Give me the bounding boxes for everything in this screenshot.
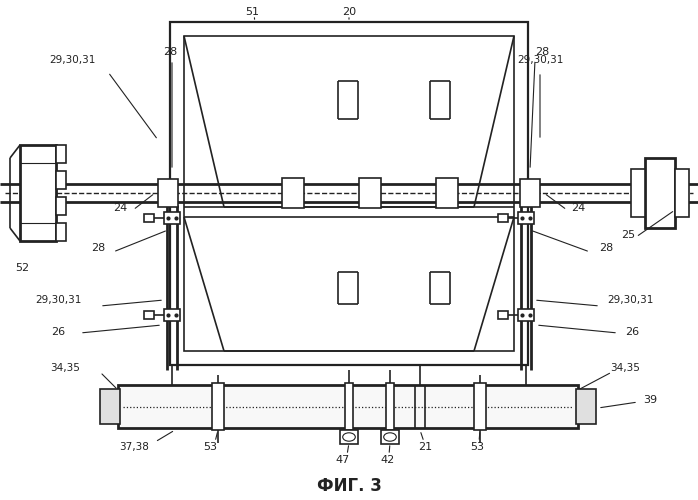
Text: 24: 24 [571, 203, 585, 213]
Text: 24: 24 [113, 203, 127, 213]
Text: 29,30,31: 29,30,31 [607, 295, 653, 305]
Bar [645, 158, 675, 228]
Text: 34,35: 34,35 [610, 363, 640, 373]
Bar [474, 383, 486, 430]
Bar [164, 309, 180, 321]
Bar [56, 223, 66, 241]
Bar [100, 389, 120, 424]
Bar [20, 145, 56, 241]
Text: 28: 28 [599, 243, 613, 253]
Bar [359, 178, 381, 208]
Bar [56, 197, 66, 215]
Bar [118, 385, 578, 428]
Text: 53: 53 [203, 442, 217, 452]
Bar [164, 212, 180, 224]
Bar [345, 383, 353, 430]
Text: 29,30,31: 29,30,31 [35, 295, 81, 305]
Text: 29,30,31: 29,30,31 [517, 55, 563, 65]
Bar [498, 311, 508, 319]
Text: 47: 47 [336, 455, 350, 465]
Bar [144, 214, 154, 222]
Bar [576, 389, 596, 424]
Bar [518, 212, 534, 224]
Text: 26: 26 [625, 327, 639, 337]
Bar [436, 178, 458, 208]
Text: 34,35: 34,35 [50, 363, 80, 373]
Text: 29,30,31: 29,30,31 [49, 55, 95, 65]
Ellipse shape [384, 433, 396, 441]
Bar [340, 430, 358, 444]
Bar [675, 169, 689, 217]
Bar [56, 171, 66, 189]
Text: 21: 21 [418, 442, 432, 452]
Bar [184, 36, 514, 351]
Bar [386, 383, 394, 430]
Bar [631, 169, 645, 217]
Bar [498, 214, 508, 222]
Text: 42: 42 [381, 455, 395, 465]
Bar [170, 22, 528, 365]
Bar [518, 309, 534, 321]
Bar [144, 311, 154, 319]
Bar [520, 179, 540, 207]
Text: 39: 39 [643, 395, 657, 405]
Bar [56, 145, 66, 163]
Text: 37,38: 37,38 [119, 442, 149, 452]
Bar [282, 178, 304, 208]
Text: 25: 25 [621, 230, 635, 240]
Text: 53: 53 [470, 442, 484, 452]
Text: 28: 28 [163, 47, 177, 57]
Text: 28: 28 [535, 47, 549, 57]
Text: 52: 52 [15, 263, 29, 273]
Ellipse shape [343, 433, 355, 441]
Bar [381, 430, 399, 444]
Text: 51: 51 [245, 7, 259, 17]
Text: 28: 28 [91, 243, 105, 253]
Text: 26: 26 [51, 327, 65, 337]
Text: ФИГ. 3: ФИГ. 3 [317, 477, 381, 495]
Text: 20: 20 [342, 7, 356, 17]
Bar [212, 383, 224, 430]
Bar [158, 179, 178, 207]
